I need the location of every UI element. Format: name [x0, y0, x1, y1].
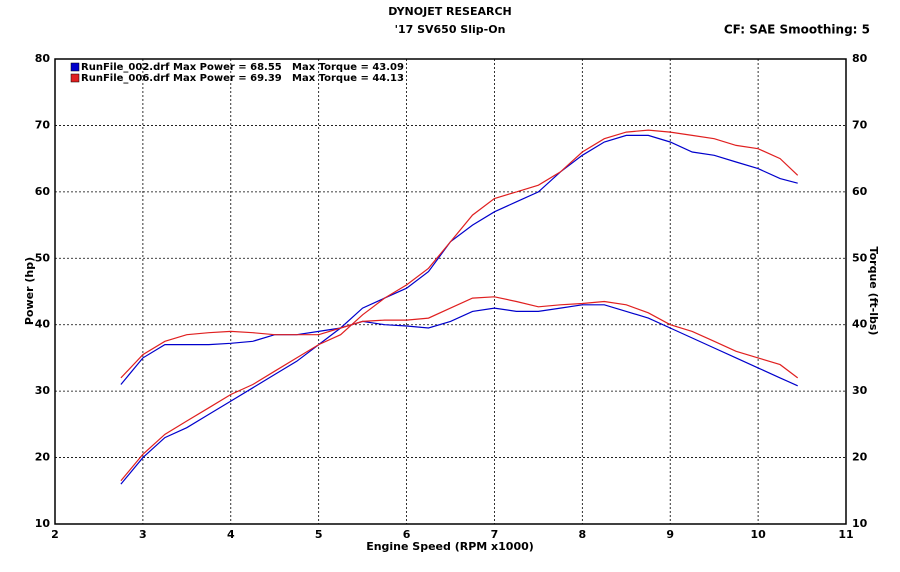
x-tick-label: 4 — [227, 528, 235, 541]
y-tick-label: 20 — [35, 451, 51, 464]
series-line — [120, 129, 799, 482]
legend-text: RunFile_002.drf Max Power = 68.55 — [81, 62, 282, 73]
series-line — [120, 304, 798, 387]
legend-text: RunFile_006.drf Max Power = 69.39 — [81, 73, 282, 84]
x-axis-label: Engine Speed (RPM x1000) — [366, 540, 534, 553]
chart-title: DYNOJET RESEARCH — [388, 5, 511, 18]
plot-frame — [54, 58, 847, 525]
y2-tick-label: 60 — [852, 185, 868, 198]
x-tick-label: 2 — [51, 528, 59, 541]
series-line — [120, 134, 798, 485]
y-axis-label: Power (hp) — [23, 257, 36, 325]
series-line — [120, 296, 799, 379]
y2-tick-label: 40 — [852, 318, 868, 331]
x-tick-label: 9 — [666, 528, 674, 541]
y-tick-label: 60 — [35, 185, 51, 198]
chart-subtitle: '17 SV650 Slip-On — [395, 23, 506, 36]
y2-tick-label: 10 — [852, 517, 868, 530]
legend-swatch — [70, 73, 80, 83]
y2-tick-label: 50 — [852, 251, 868, 264]
y-tick-label: 70 — [35, 118, 51, 131]
x-tick-label: 6 — [403, 528, 411, 541]
corner-text: CF: SAE Smoothing: 5 — [724, 23, 870, 37]
y2-tick-label: 30 — [852, 384, 868, 397]
x-tick-label: 10 — [750, 528, 766, 541]
y-tick-label: 10 — [35, 517, 51, 530]
x-tick-label: 11 — [838, 528, 853, 541]
y2-tick-label: 80 — [852, 52, 868, 65]
legend-torque: Max Torque = 44.13 — [292, 73, 404, 84]
x-tick-label: 7 — [491, 528, 499, 541]
y2-tick-label: 20 — [852, 451, 868, 464]
x-tick-label: 8 — [579, 528, 587, 541]
y-tick-label: 50 — [35, 251, 51, 264]
legend-torque: Max Torque = 43.09 — [292, 62, 404, 73]
y-tick-label: 30 — [35, 384, 51, 397]
x-tick-label: 3 — [139, 528, 147, 541]
y-tick-label: 40 — [35, 318, 51, 331]
legend-swatch — [70, 62, 80, 72]
x-tick-label: 5 — [315, 528, 323, 541]
y2-axis-label: Torque (ft-lbs) — [867, 247, 880, 336]
y2-tick-label: 70 — [852, 118, 868, 131]
y-tick-label: 80 — [35, 52, 51, 65]
